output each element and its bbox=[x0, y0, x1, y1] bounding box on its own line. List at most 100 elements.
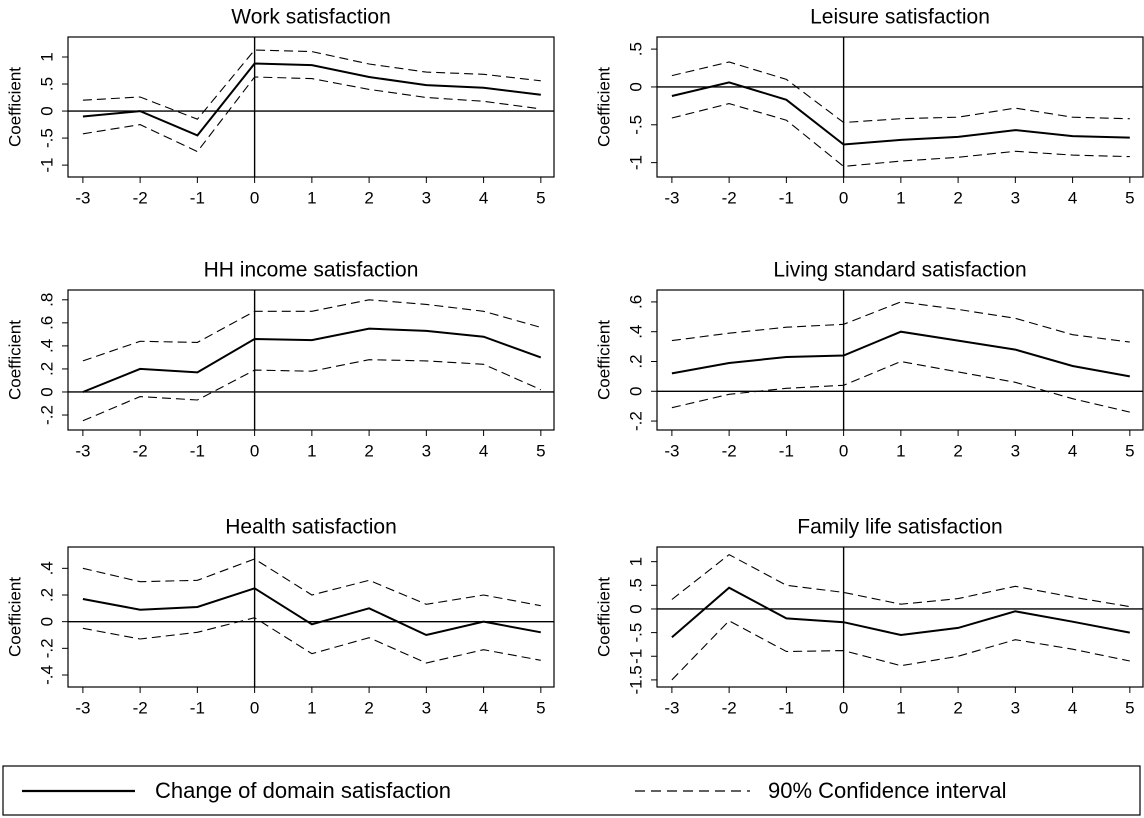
x-tick-label: -2 bbox=[722, 188, 737, 207]
x-tick-label: 3 bbox=[422, 441, 431, 460]
estimate-line bbox=[671, 586, 1130, 639]
y-tick-label: -1 bbox=[626, 649, 645, 664]
x-tick-label: 5 bbox=[1125, 188, 1134, 207]
y-tick-label: .4 bbox=[626, 325, 645, 339]
ci-lower-line bbox=[82, 359, 542, 422]
panel-title: Health satisfaction bbox=[225, 516, 397, 539]
x-tick-label: 2 bbox=[953, 188, 962, 207]
y-tick-label: 0 bbox=[37, 617, 56, 626]
ci-lower-line bbox=[671, 360, 1130, 413]
y-tick-label: 0 bbox=[37, 106, 56, 115]
x-tick-label: 5 bbox=[536, 441, 545, 460]
x-tick-label: 0 bbox=[250, 188, 259, 207]
x-tick-label: 1 bbox=[307, 441, 316, 460]
panel-title: Living standard satisfaction bbox=[773, 259, 1026, 282]
plot-frame bbox=[67, 36, 555, 178]
y-tick-label: .4 bbox=[37, 561, 56, 575]
ci-upper-line bbox=[671, 61, 1130, 124]
y-axis-label: Coefficient bbox=[594, 577, 613, 657]
x-tick-label: 1 bbox=[896, 188, 905, 207]
ci-upper-line bbox=[82, 558, 541, 607]
x-tick-label: 0 bbox=[839, 188, 848, 207]
y-axis-label: Coefficient bbox=[5, 320, 24, 400]
x-tick-label: -3 bbox=[75, 441, 90, 460]
x-tick-label: -2 bbox=[722, 698, 737, 717]
x-tick-label: 4 bbox=[1068, 441, 1077, 460]
y-tick-label: -1.5 bbox=[626, 665, 645, 694]
x-tick-label: 3 bbox=[1011, 188, 1020, 207]
y-tick-label: .5 bbox=[626, 578, 645, 592]
y-tick-label: -.2 bbox=[37, 638, 56, 658]
y-axis-label: Coefficient bbox=[594, 67, 613, 147]
estimate-line bbox=[671, 81, 1130, 146]
y-tick-label: .2 bbox=[37, 362, 56, 376]
estimate-line bbox=[82, 327, 542, 393]
y-axis-label: Coefficient bbox=[594, 320, 613, 400]
x-tick-label: 2 bbox=[364, 188, 373, 207]
x-tick-label: 4 bbox=[479, 698, 488, 717]
x-tick-label: -1 bbox=[190, 441, 205, 460]
y-tick-label: -1 bbox=[37, 158, 56, 173]
x-tick-label: -2 bbox=[133, 188, 148, 207]
x-tick-label: 0 bbox=[250, 441, 259, 460]
x-tick-label: -1 bbox=[779, 188, 794, 207]
y-tick-label: .8 bbox=[37, 293, 56, 307]
x-tick-label: 4 bbox=[479, 441, 488, 460]
y-tick-label: 0 bbox=[626, 387, 645, 396]
y-tick-label: .5 bbox=[626, 42, 645, 56]
plot-frame bbox=[656, 546, 1144, 688]
y-tick-label: .5 bbox=[37, 77, 56, 91]
estimate-line bbox=[82, 62, 541, 137]
x-tick-label: -1 bbox=[779, 441, 794, 460]
ci-lower-line bbox=[82, 617, 541, 664]
x-tick-label: -3 bbox=[664, 698, 679, 717]
x-tick-label: 2 bbox=[953, 441, 962, 460]
x-tick-label: 5 bbox=[1125, 441, 1134, 460]
x-tick-label: 0 bbox=[839, 698, 848, 717]
x-tick-label: -3 bbox=[664, 441, 679, 460]
panel-title: Work satisfaction bbox=[231, 6, 391, 29]
legend-box bbox=[2, 765, 1141, 816]
y-tick-label: -.2 bbox=[37, 405, 56, 425]
x-tick-label: -3 bbox=[664, 188, 679, 207]
x-tick-label: 5 bbox=[536, 698, 545, 717]
x-tick-label: 3 bbox=[1011, 441, 1020, 460]
x-tick-label: 4 bbox=[479, 188, 488, 207]
x-tick-label: 1 bbox=[307, 698, 316, 717]
y-tick-label: .2 bbox=[37, 588, 56, 602]
ci-upper-line bbox=[671, 553, 1130, 608]
panel-title: Family life satisfaction bbox=[797, 516, 1002, 539]
y-tick-label: 1 bbox=[37, 52, 56, 61]
x-tick-label: -3 bbox=[75, 188, 90, 207]
y-tick-label: 0 bbox=[37, 387, 56, 396]
x-tick-label: 4 bbox=[1068, 698, 1077, 717]
x-tick-label: -1 bbox=[190, 698, 205, 717]
x-tick-label: 2 bbox=[364, 441, 373, 460]
x-tick-label: 1 bbox=[896, 441, 905, 460]
y-tick-label: .6 bbox=[37, 316, 56, 330]
y-tick-label: -.2 bbox=[626, 411, 645, 431]
x-tick-label: -2 bbox=[133, 441, 148, 460]
plot-frame bbox=[67, 546, 555, 688]
y-tick-label: -.5 bbox=[626, 623, 645, 643]
y-axis-label: Coefficient bbox=[5, 577, 24, 657]
y-tick-label: 0 bbox=[626, 604, 645, 613]
legend-label: Change of domain satisfaction bbox=[155, 778, 451, 803]
estimate-line bbox=[82, 587, 541, 637]
x-tick-label: -1 bbox=[779, 698, 794, 717]
y-tick-label: 0 bbox=[626, 82, 645, 91]
y-tick-label: .4 bbox=[37, 339, 56, 353]
y-axis-label: Coefficient bbox=[5, 67, 24, 147]
ci-upper-line bbox=[82, 299, 541, 362]
x-tick-label: 1 bbox=[896, 698, 905, 717]
x-tick-label: 2 bbox=[953, 698, 962, 717]
plot-frame bbox=[656, 289, 1144, 431]
x-tick-label: -1 bbox=[190, 188, 205, 207]
panel-title: Leisure satisfaction bbox=[810, 6, 990, 29]
x-tick-label: 3 bbox=[1011, 698, 1020, 717]
x-tick-label: 3 bbox=[422, 188, 431, 207]
ci-upper-line bbox=[82, 49, 541, 120]
x-tick-label: -3 bbox=[75, 698, 90, 717]
x-tick-label: 5 bbox=[1125, 698, 1134, 717]
